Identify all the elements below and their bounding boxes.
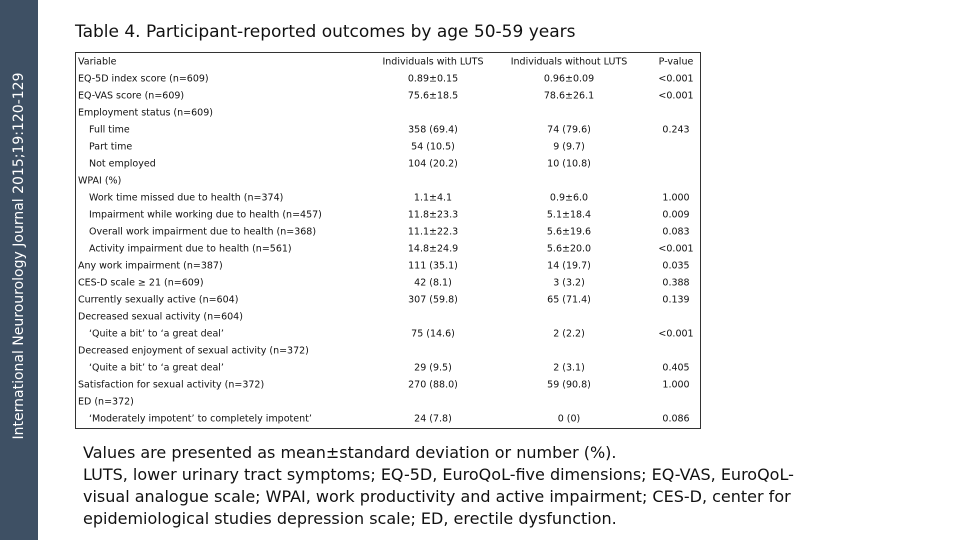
cell: 75.6±18.5 — [407, 90, 459, 102]
cell: 3 (3.2) — [553, 277, 585, 289]
title: Table 4. Participant-reported outcomes b… — [75, 22, 576, 42]
cell: 75 (14.6) — [411, 328, 455, 340]
cell: 270 (88.0) — [408, 379, 458, 391]
cell: 0.388 — [662, 277, 690, 289]
row-label: Part time — [89, 141, 133, 153]
row-label: Any work impairment (n=387) — [78, 260, 223, 272]
cell: 54 (10.5) — [411, 141, 455, 153]
row-label: Employment status (n=609) — [78, 107, 213, 119]
cell: 0.086 — [662, 413, 690, 425]
cell: 1.000 — [662, 192, 690, 204]
cell: 0.139 — [662, 294, 690, 306]
row-label: ED (n=372) — [78, 396, 134, 408]
cell: 11.8±23.3 — [407, 209, 459, 221]
row-label: CES-D scale ≥ 21 (n=609) — [78, 277, 204, 289]
footnote-line: visual analogue scale; WPAI, work produc… — [83, 487, 791, 506]
row-label: Activity impairment due to health (n=561… — [89, 243, 292, 255]
row-label: EQ-VAS score (n=609) — [78, 90, 185, 102]
header-cell: P-value — [658, 56, 694, 68]
cell: 9 (9.7) — [553, 141, 585, 153]
cell: 11.1±22.3 — [407, 226, 459, 238]
row-label: WPAI (%) — [78, 175, 122, 187]
cell: 78.6±26.1 — [543, 90, 595, 102]
cell: 0 (0) — [557, 413, 581, 425]
cell: 74 (79.6) — [547, 124, 591, 136]
cell: 0.009 — [662, 209, 690, 221]
row-label: Currently sexually active (n=604) — [78, 294, 239, 306]
cell: 10 (10.8) — [547, 158, 591, 170]
cell: 14.8±24.9 — [407, 243, 459, 255]
sidebar: International Neurourology Journal 2015;… — [0, 0, 38, 540]
row-label: Decreased sexual activity (n=604) — [78, 311, 243, 323]
cell: 0.96±0.09 — [543, 73, 595, 85]
cell: 42 (8.1) — [414, 277, 452, 289]
footnote: Values are presented as mean±standard de… — [83, 442, 794, 530]
cell: 2 (2.2) — [553, 328, 585, 340]
cell: <0.001 — [658, 90, 694, 102]
header-cell: Individuals with LUTS — [382, 56, 484, 68]
cell: 0.083 — [662, 226, 690, 238]
cell: 0.9±6.0 — [549, 192, 589, 204]
footnote-line: epidemiological studies depression scale… — [83, 509, 617, 528]
header-cell: Individuals without LUTS — [510, 56, 628, 68]
row-label: Satisfaction for sexual activity (n=372) — [78, 379, 265, 391]
cell: 5.6±20.0 — [546, 243, 592, 255]
cell: 307 (59.8) — [408, 294, 458, 306]
cell: 24 (7.8) — [414, 413, 452, 425]
journal-label: International Neurourology Journal 2015;… — [11, 72, 27, 440]
cell: 1.1±4.1 — [413, 192, 453, 204]
cell: 1.000 — [662, 379, 690, 391]
cell: 111 (35.1) — [408, 260, 458, 272]
footnote-line: Values are presented as mean±standard de… — [83, 443, 617, 462]
cell: 0.89±0.15 — [407, 73, 459, 85]
cell: <0.001 — [658, 243, 694, 255]
cell: 5.1±18.4 — [546, 209, 592, 221]
header-cell: Variable — [78, 56, 117, 68]
cell: <0.001 — [658, 328, 694, 340]
cell: 358 (69.4) — [408, 124, 458, 136]
cell: 2 (3.1) — [553, 362, 585, 374]
cell: 0.405 — [662, 362, 690, 374]
cell: 104 (20.2) — [408, 158, 458, 170]
row-label: Not employed — [89, 158, 156, 170]
row-label: Work time missed due to health (n=374) — [89, 192, 284, 204]
cell: 0.035 — [662, 260, 690, 272]
row-label: ‘Quite a bit’ to ‘a great deal’ — [89, 362, 224, 374]
row-label: Overall work impairment due to health (n… — [89, 226, 317, 238]
cell: 29 (9.5) — [414, 362, 452, 374]
cell: 65 (71.4) — [547, 294, 591, 306]
row-label: Impairment while working due to health (… — [89, 209, 322, 221]
row-label: ‘Quite a bit’ to ‘a great deal’ — [89, 328, 224, 340]
row-label: Full time — [89, 124, 130, 136]
row-label: ‘Moderately impotent’ to completely impo… — [89, 413, 312, 425]
footnote-line: LUTS, lower urinary tract symptoms; EQ-5… — [83, 465, 794, 484]
cell: 14 (19.7) — [547, 260, 591, 272]
cell: <0.001 — [658, 73, 694, 85]
cell: 5.6±19.6 — [546, 226, 592, 238]
cell: 0.243 — [662, 124, 690, 136]
row-label: Decreased enjoyment of sexual activity (… — [78, 345, 309, 357]
cell: 59 (90.8) — [547, 379, 591, 391]
table: Variable Individuals with LUTS Individuals… — [75, 52, 701, 429]
row-label: EQ-5D index score (n=609) — [78, 73, 209, 85]
